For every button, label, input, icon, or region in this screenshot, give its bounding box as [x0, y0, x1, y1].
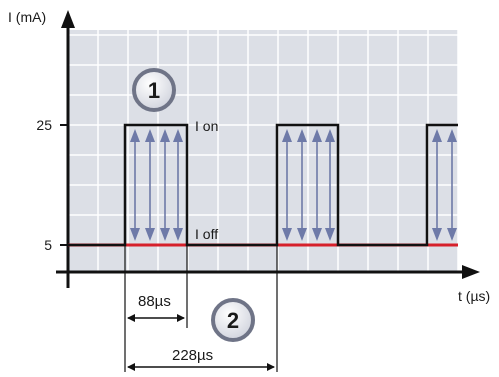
badge-2: 2: [211, 298, 255, 342]
current-arrow-head-up: [325, 129, 335, 142]
current-arrow-head-down: [325, 228, 335, 241]
plot-background: [68, 30, 458, 272]
current-arrow-head-up: [282, 129, 292, 142]
x-axis-arrowhead: [462, 265, 480, 279]
pulse-width-label: 88µs: [138, 293, 171, 310]
pulse-arrows: [130, 129, 457, 241]
current-arrow-head-down: [173, 228, 183, 241]
badge-2-number: 2: [227, 308, 239, 333]
current-arrow-head-up: [432, 129, 442, 142]
y-tick-label-5: 5: [44, 237, 52, 253]
current-arrow-head-down: [312, 228, 322, 241]
current-arrow-head-up: [130, 129, 140, 142]
i-on-label: I on: [195, 118, 218, 134]
current-arrow-head-down: [145, 228, 155, 241]
current-arrow-head-up: [160, 129, 170, 142]
i-off-label: I off: [195, 226, 218, 242]
badge-1: 1: [132, 68, 176, 112]
pulse-waveform: [68, 123, 458, 247]
period-label: 228µs: [172, 347, 213, 364]
y-axis-label: I (mA): [8, 9, 46, 25]
current-arrow-head-down: [432, 228, 442, 241]
current-arrow-head-up: [297, 129, 307, 142]
x-axis-label: t (µs): [458, 288, 490, 304]
y-axis-arrowhead: [61, 10, 75, 28]
y-tick-label-25: 25: [36, 117, 52, 133]
current-arrow-head-up: [173, 129, 183, 142]
current-arrow-head-down: [130, 228, 140, 241]
grid-lines: [68, 30, 459, 272]
current-arrow-head-up: [312, 129, 322, 142]
badge-1-number: 1: [148, 78, 160, 103]
current-arrow-head-down: [297, 228, 307, 241]
current-arrow-head-down: [282, 228, 292, 241]
current-arrow-head-up: [447, 129, 457, 142]
current-arrow-head-down: [160, 228, 170, 241]
current-arrow-head-down: [447, 228, 457, 241]
current-arrow-head-up: [145, 129, 155, 142]
